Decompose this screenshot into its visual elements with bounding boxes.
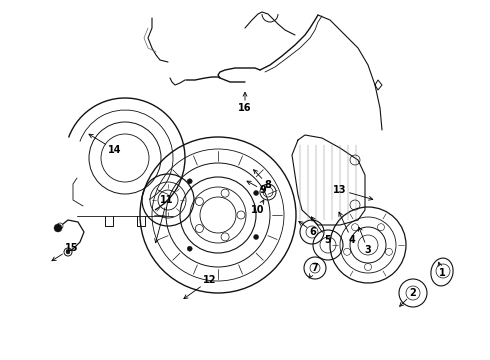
Circle shape xyxy=(64,248,72,256)
Circle shape xyxy=(54,224,62,232)
Text: 6: 6 xyxy=(299,221,317,237)
Text: 8: 8 xyxy=(254,170,271,190)
Circle shape xyxy=(187,179,192,184)
Text: 7: 7 xyxy=(309,263,318,278)
Text: 4: 4 xyxy=(339,212,355,245)
Text: 9: 9 xyxy=(247,181,267,195)
Text: 2: 2 xyxy=(400,288,416,306)
Text: 15: 15 xyxy=(52,243,79,261)
Text: 10: 10 xyxy=(251,200,265,215)
Text: 13: 13 xyxy=(333,185,373,200)
Text: 16: 16 xyxy=(238,92,252,113)
Text: 3: 3 xyxy=(359,227,371,255)
Text: 14: 14 xyxy=(89,134,122,155)
Text: 5: 5 xyxy=(311,217,331,245)
Circle shape xyxy=(66,250,70,254)
Circle shape xyxy=(254,234,259,239)
Text: 1: 1 xyxy=(438,262,445,278)
Circle shape xyxy=(254,190,259,195)
Circle shape xyxy=(187,246,192,251)
Ellipse shape xyxy=(431,258,453,286)
Text: 12: 12 xyxy=(184,275,217,299)
Circle shape xyxy=(57,223,63,229)
Text: 11: 11 xyxy=(155,195,174,243)
